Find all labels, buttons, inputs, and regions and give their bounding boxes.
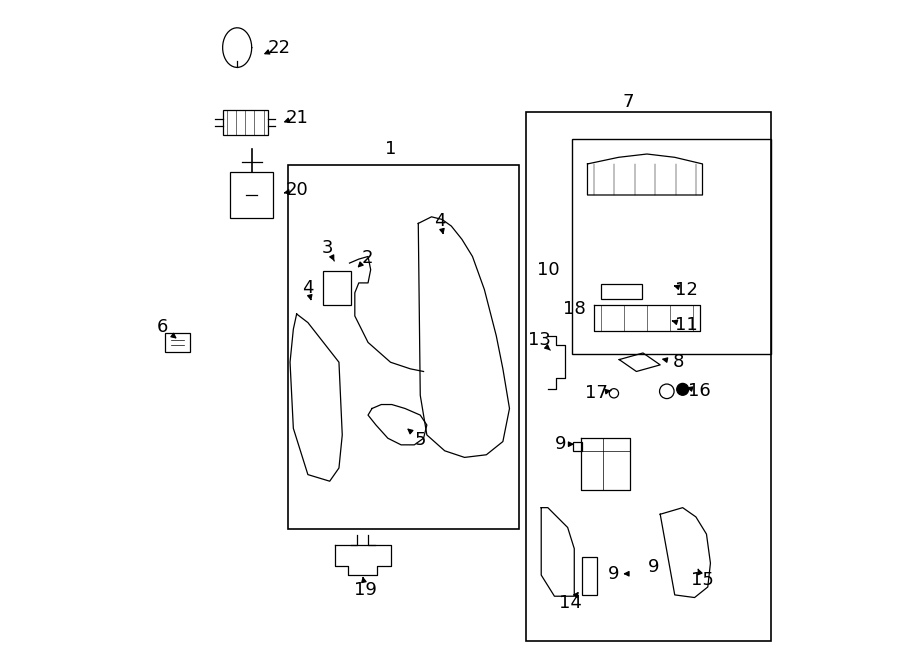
Text: 15: 15: [691, 571, 714, 590]
Text: 9: 9: [608, 564, 620, 583]
Bar: [582, 557, 597, 595]
Bar: [230, 172, 274, 218]
Text: 1: 1: [385, 139, 396, 158]
Text: 3: 3: [322, 239, 334, 257]
Text: 5: 5: [415, 430, 426, 449]
Circle shape: [677, 383, 688, 395]
Text: 9: 9: [648, 558, 660, 576]
Text: 12: 12: [675, 280, 698, 299]
Text: 11: 11: [675, 316, 698, 334]
Bar: [222, 110, 267, 135]
Text: 4: 4: [435, 212, 446, 231]
Text: 6: 6: [157, 318, 168, 336]
Bar: [526, 112, 770, 641]
Text: 22: 22: [268, 38, 291, 57]
Text: 2: 2: [362, 249, 374, 267]
Text: 17: 17: [585, 384, 608, 403]
Text: 9: 9: [555, 435, 567, 453]
Bar: [323, 271, 351, 305]
Text: 14: 14: [559, 594, 581, 612]
Bar: [600, 284, 642, 299]
Bar: [573, 442, 581, 451]
Text: 13: 13: [527, 331, 551, 350]
Text: 21: 21: [285, 108, 308, 127]
Text: 4: 4: [302, 278, 313, 297]
Text: 10: 10: [536, 260, 559, 279]
Bar: [165, 333, 190, 352]
Text: 19: 19: [354, 580, 377, 599]
Text: 16: 16: [688, 382, 711, 401]
Text: 8: 8: [672, 353, 684, 371]
Text: 7: 7: [623, 93, 634, 112]
Bar: [572, 139, 770, 354]
Bar: [288, 165, 519, 529]
Text: 18: 18: [562, 300, 586, 319]
Text: 20: 20: [285, 181, 308, 200]
